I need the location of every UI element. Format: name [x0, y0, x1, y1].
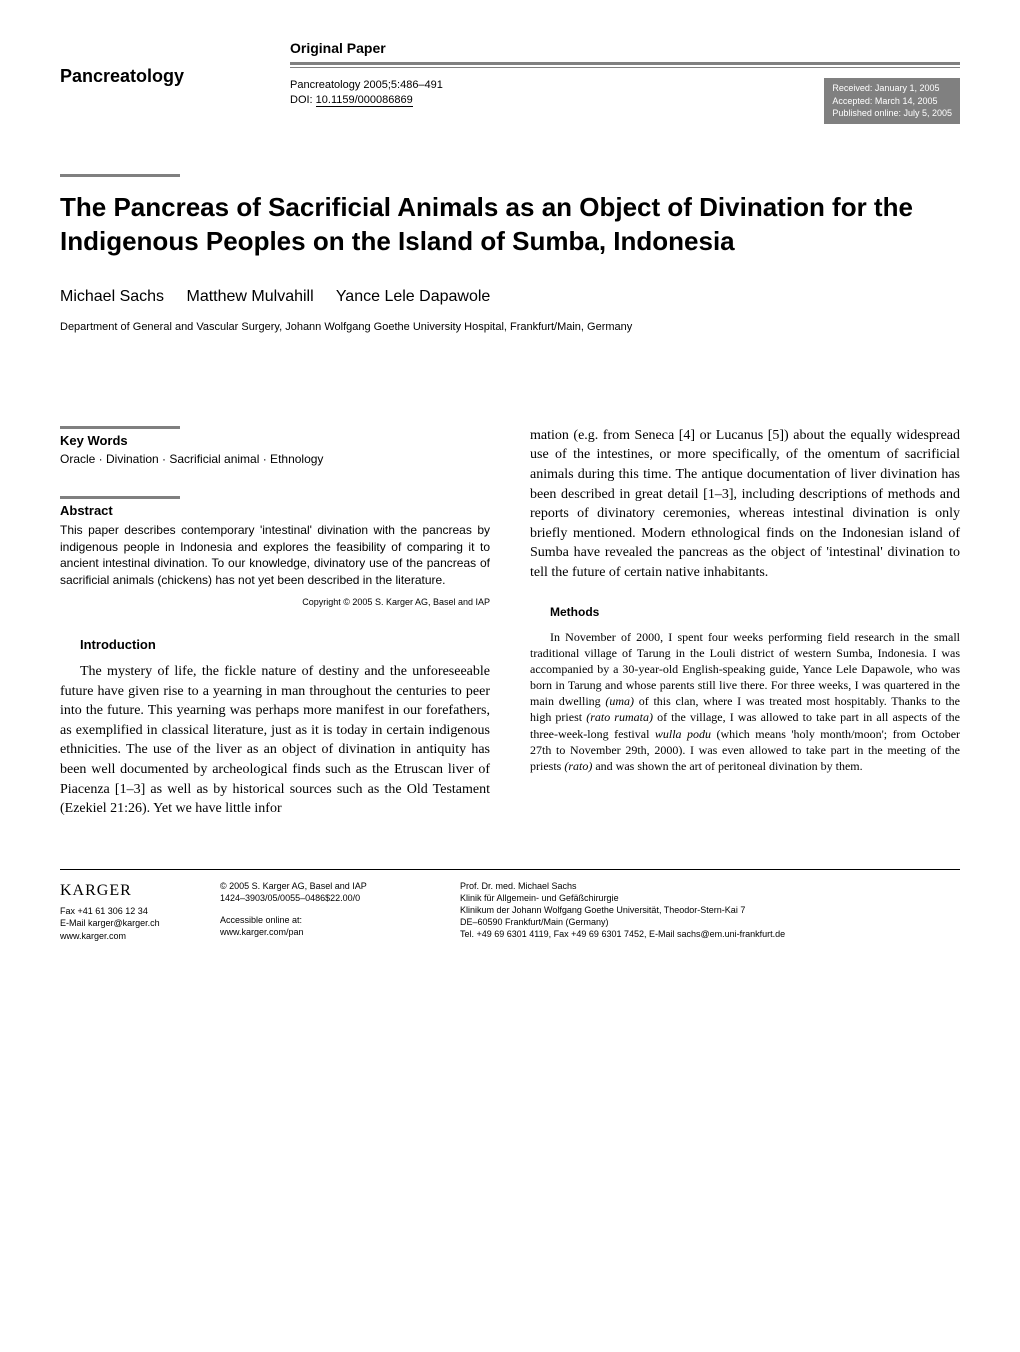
authors-line: Michael Sachs Matthew Mulvahill Yance Le… [60, 288, 960, 306]
page-header: Pancreatology Original Paper Pancreatolo… [60, 40, 960, 124]
header-rule-top [290, 62, 960, 65]
corr-name: Prof. Dr. med. Michael Sachs [460, 880, 960, 892]
publisher-fax: Fax +41 61 306 12 34 [60, 905, 190, 917]
footer-publisher-col: KARGER Fax +41 61 306 12 34 E-Mail karge… [60, 880, 190, 942]
title-rule [60, 174, 180, 177]
introduction-text-left: The mystery of life, the fickle nature o… [60, 662, 490, 819]
footer-copyright-col: © 2005 S. Karger AG, Basel and IAP 1424–… [220, 880, 430, 942]
affiliation: Department of General and Vascular Surge… [60, 320, 960, 335]
keywords-text: Oracle · Divination · Sacrificial animal… [60, 452, 490, 466]
author-2: Matthew Mulvahill [187, 288, 314, 305]
corr-address: DE–60590 Frankfurt/Main (Germany) [460, 916, 960, 928]
keywords-heading: Key Words [60, 433, 490, 448]
page-footer: KARGER Fax +41 61 306 12 34 E-Mail karge… [60, 869, 960, 942]
dates-box: Received: January 1, 2005 Accepted: Marc… [824, 78, 960, 124]
publisher-www: www.karger.com [60, 930, 190, 942]
author-3: Yance Lele Dapawole [336, 288, 490, 305]
header-column: Original Paper Pancreatology 2005;5:486–… [290, 40, 960, 124]
left-column: Key Words Oracle · Divination · Sacrific… [60, 426, 490, 819]
journal-column: Pancreatology [60, 40, 260, 124]
intro-para1-left: The mystery of life, the fickle nature o… [60, 662, 490, 819]
abstract-copyright: Copyright © 2005 S. Karger AG, Basel and… [60, 597, 490, 607]
footer-issn: 1424–3903/05/0055–0486$22.00/0 [220, 892, 430, 904]
author-1: Michael Sachs [60, 288, 164, 305]
right-column: mation (e.g. from Seneca [4] or Lucanus … [530, 426, 960, 819]
accepted-date: Accepted: March 14, 2005 [832, 95, 952, 108]
citation-row: Pancreatology 2005;5:486–491 DOI: 10.115… [290, 78, 960, 124]
title-section: The Pancreas of Sacrificial Animals as a… [60, 174, 960, 336]
article-title: The Pancreas of Sacrificial Animals as a… [60, 191, 960, 259]
footer-correspondence-col: Prof. Dr. med. Michael Sachs Klinik für … [460, 880, 960, 942]
header-rule-bottom [290, 67, 960, 68]
doi-link[interactable]: 10.1159/000086869 [316, 94, 413, 107]
introduction-heading: Introduction [60, 637, 490, 652]
intro-para1-right: mation (e.g. from Seneca [4] or Lucanus … [530, 426, 960, 583]
publisher-contact: Fax +41 61 306 12 34 E-Mail karger@karge… [60, 905, 190, 941]
corr-inst: Klinikum der Johann Wolfgang Goethe Univ… [460, 904, 960, 916]
keywords-rule [60, 426, 180, 429]
corr-dept: Klinik für Allgemein- und Gefäßchirurgie [460, 892, 960, 904]
citation-line: Pancreatology 2005;5:486–491 [290, 78, 443, 93]
citation-block: Pancreatology 2005;5:486–491 DOI: 10.115… [290, 78, 443, 109]
paper-type-label: Original Paper [290, 40, 960, 56]
methods-para1: In November of 2000, I spent four weeks … [530, 629, 960, 775]
published-date: Published online: July 5, 2005 [832, 107, 952, 120]
body-columns: Key Words Oracle · Divination · Sacrific… [60, 426, 960, 819]
abstract-heading: Abstract [60, 503, 490, 518]
received-date: Received: January 1, 2005 [832, 82, 952, 95]
methods-text: In November of 2000, I spent four weeks … [530, 629, 960, 775]
abstract-rule [60, 496, 180, 499]
footer-online-url: www.karger.com/pan [220, 926, 430, 938]
karger-logo: KARGER [60, 880, 190, 902]
abstract-text: This paper describes contemporary 'intes… [60, 522, 490, 589]
doi-line: DOI: 10.1159/000086869 [290, 93, 443, 108]
methods-heading: Methods [530, 605, 960, 619]
corr-contact: Tel. +49 69 6301 4119, Fax +49 69 6301 7… [460, 928, 960, 940]
publisher-email: E-Mail karger@karger.ch [60, 917, 190, 929]
footer-online-label: Accessible online at: [220, 914, 430, 926]
journal-name: Pancreatology [60, 66, 260, 87]
footer-copyright: © 2005 S. Karger AG, Basel and IAP [220, 880, 430, 892]
introduction-text-right: mation (e.g. from Seneca [4] or Lucanus … [530, 426, 960, 583]
